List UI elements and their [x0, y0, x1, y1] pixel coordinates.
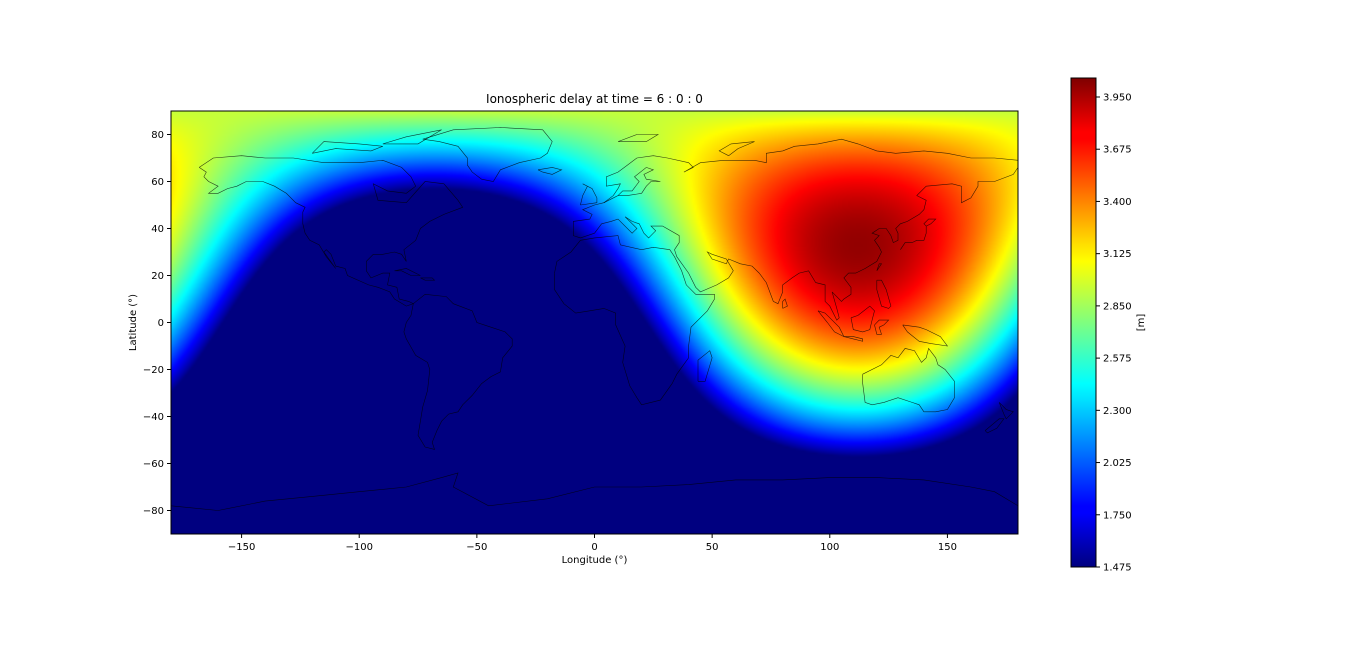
coastline: [394, 268, 421, 276]
y-tick-label: −40: [143, 412, 164, 423]
coastline: [782, 298, 788, 309]
y-tick-label: −20: [143, 365, 164, 376]
x-tick-label: −100: [345, 542, 372, 553]
y-tick-label: 0: [158, 318, 164, 329]
x-tick-label: −150: [228, 542, 255, 553]
x-axis: −150 −100 −50 0 50 100 150: [228, 534, 957, 553]
coastline: [718, 141, 755, 156]
colorbar-tick-label: 3.125: [1103, 249, 1132, 260]
y-tick-label: 80: [151, 130, 164, 141]
x-axis-label: Longitude (°): [562, 555, 628, 566]
coastline: [311, 141, 383, 154]
coastline: [422, 127, 553, 182]
coastline: [843, 336, 864, 342]
y-tick-label: −80: [143, 506, 164, 517]
coastline: [603, 167, 661, 203]
coastline: [998, 402, 1014, 420]
colorbar-tick-label: 2.575: [1103, 354, 1132, 365]
colorbar-tick-label: 2.850: [1103, 301, 1132, 312]
coastline: [850, 305, 875, 333]
colorbar-gradient: [1070, 77, 1097, 568]
coastline: [874, 319, 890, 335]
coastline: [580, 183, 598, 206]
coastline: [403, 293, 513, 450]
colorbar-tick-label: 2.300: [1103, 406, 1132, 417]
coastline: [876, 263, 883, 271]
y-axis-label: Latitude (°): [128, 294, 139, 351]
coastline: [171, 472, 1018, 511]
x-tick-label: 0: [591, 542, 597, 553]
coastline: [697, 350, 713, 382]
coastline: [876, 279, 892, 309]
colorbar-ticks: 3.950 3.675 3.400 3.125 2.850 2.575 2.300 2.025…: [1096, 92, 1132, 574]
x-tick-label: 50: [706, 542, 719, 553]
coastline: [382, 129, 442, 145]
coastline: [554, 235, 715, 406]
coastline: [900, 218, 937, 250]
colorbar-tick-label: 2.025: [1103, 458, 1132, 469]
colorbar-label: [m]: [1136, 314, 1147, 332]
coastline: [572, 155, 755, 236]
y-tick-label: 60: [151, 177, 164, 188]
coastline: [199, 155, 464, 307]
y-tick-label: 40: [151, 224, 164, 235]
colorbar-tick-label: 3.675: [1103, 145, 1132, 156]
y-tick-label: 20: [151, 271, 164, 282]
coastline: [902, 324, 949, 347]
coastline: [662, 167, 1018, 321]
coastline-overlay: [171, 127, 1018, 511]
colorbar-tick-label: 3.950: [1103, 92, 1132, 103]
plot-area: [170, 110, 1019, 535]
y-axis: 80 60 40 20 0 −20 −40 −60 −80: [143, 130, 171, 517]
coastline: [817, 310, 845, 338]
coastline: [617, 134, 660, 142]
heatmap-image: [171, 111, 1018, 534]
coastline: [984, 418, 1005, 434]
chart-title: Ionospheric delay at time = 6 : 0 : 0: [486, 92, 703, 106]
coastline: [754, 138, 1018, 164]
y-tick-label: −60: [143, 459, 164, 470]
colorbar-tick-label: 1.750: [1103, 510, 1132, 521]
coastline: [420, 277, 436, 281]
x-tick-label: −50: [466, 542, 487, 553]
colorbar-tick-label: 3.400: [1103, 197, 1132, 208]
coastline: [573, 216, 663, 239]
x-tick-label: 100: [820, 542, 839, 553]
colorbar: 3.950 3.675 3.400 3.125 2.850 2.575 2.300 2.025…: [1070, 77, 1147, 574]
x-tick-label: 150: [938, 542, 957, 553]
colorbar-tick-label: 1.475: [1103, 563, 1132, 574]
coastline: [537, 167, 563, 175]
coastline: [862, 347, 955, 413]
